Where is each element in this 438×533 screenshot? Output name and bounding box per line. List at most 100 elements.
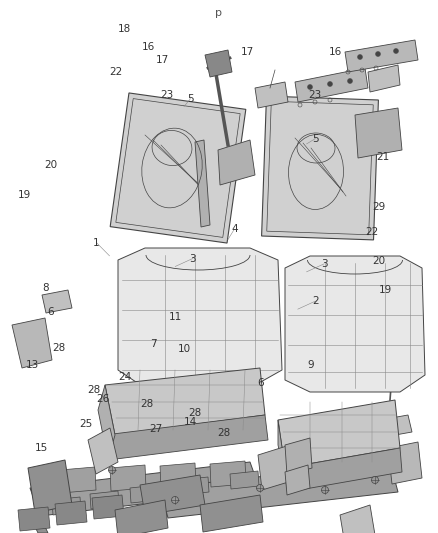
Polygon shape	[285, 256, 425, 392]
Polygon shape	[60, 467, 96, 493]
Text: 1: 1	[93, 238, 100, 247]
Polygon shape	[105, 368, 265, 435]
Text: 24: 24	[118, 373, 131, 382]
Text: 28: 28	[188, 408, 201, 418]
Text: 5: 5	[187, 94, 194, 103]
Text: 13: 13	[26, 360, 39, 370]
Text: 9: 9	[307, 360, 314, 370]
Polygon shape	[30, 516, 48, 533]
Text: 17: 17	[155, 55, 169, 64]
Ellipse shape	[172, 497, 179, 504]
Polygon shape	[290, 463, 319, 481]
Text: 27: 27	[149, 424, 162, 434]
Polygon shape	[160, 462, 398, 518]
Text: 17: 17	[241, 47, 254, 57]
Polygon shape	[255, 82, 288, 108]
Text: 11: 11	[169, 312, 182, 322]
Ellipse shape	[347, 78, 353, 84]
Polygon shape	[200, 495, 263, 532]
Ellipse shape	[257, 484, 264, 491]
Text: 3: 3	[321, 259, 328, 269]
Text: 3: 3	[189, 254, 196, 263]
Text: 6: 6	[47, 307, 54, 317]
Polygon shape	[110, 93, 246, 243]
Text: 2: 2	[312, 296, 319, 306]
Polygon shape	[285, 465, 310, 495]
Polygon shape	[295, 68, 368, 102]
Text: 19: 19	[18, 190, 31, 199]
Polygon shape	[230, 471, 259, 489]
Text: 14: 14	[184, 417, 197, 427]
Polygon shape	[18, 507, 50, 531]
Polygon shape	[30, 462, 260, 516]
Text: 5: 5	[312, 134, 319, 143]
Polygon shape	[345, 40, 418, 72]
Text: 15: 15	[35, 443, 48, 453]
Polygon shape	[180, 477, 209, 495]
Text: 16: 16	[328, 47, 342, 57]
Ellipse shape	[357, 54, 363, 60]
Text: 29: 29	[372, 202, 385, 212]
Polygon shape	[210, 461, 246, 487]
Text: 20: 20	[44, 160, 57, 170]
Polygon shape	[110, 465, 146, 491]
Polygon shape	[52, 497, 81, 515]
Text: 23: 23	[160, 90, 173, 100]
Polygon shape	[12, 318, 52, 368]
Text: 18: 18	[118, 25, 131, 34]
Text: 28: 28	[88, 385, 101, 395]
Polygon shape	[355, 108, 402, 158]
Ellipse shape	[307, 85, 312, 90]
Text: 22: 22	[366, 227, 379, 237]
Polygon shape	[42, 290, 72, 313]
Polygon shape	[28, 460, 72, 513]
Polygon shape	[140, 475, 205, 515]
Text: 28: 28	[140, 399, 153, 409]
Text: 4: 4	[231, 224, 238, 234]
Text: 19: 19	[379, 286, 392, 295]
Polygon shape	[368, 65, 400, 92]
Polygon shape	[55, 501, 87, 525]
Polygon shape	[402, 268, 415, 315]
Ellipse shape	[371, 477, 378, 483]
Text: 26: 26	[96, 394, 110, 403]
Ellipse shape	[328, 82, 332, 86]
Polygon shape	[388, 442, 422, 484]
Polygon shape	[115, 500, 168, 533]
Polygon shape	[261, 96, 378, 240]
Text: 20: 20	[372, 256, 385, 266]
Polygon shape	[278, 400, 400, 468]
Text: 28: 28	[53, 343, 66, 352]
Text: 28: 28	[218, 428, 231, 438]
Polygon shape	[218, 140, 255, 185]
Text: 16: 16	[142, 42, 155, 52]
Polygon shape	[118, 248, 282, 388]
Polygon shape	[285, 448, 402, 492]
Polygon shape	[88, 428, 118, 474]
Ellipse shape	[321, 487, 328, 494]
Text: 22: 22	[110, 67, 123, 77]
Text: 21: 21	[377, 152, 390, 162]
Polygon shape	[160, 463, 196, 489]
Text: 23: 23	[309, 90, 322, 100]
Ellipse shape	[375, 52, 381, 56]
Ellipse shape	[109, 466, 116, 473]
Text: 10: 10	[177, 344, 191, 354]
Polygon shape	[350, 457, 379, 475]
Text: 8: 8	[42, 283, 49, 293]
Polygon shape	[90, 491, 119, 509]
Polygon shape	[98, 385, 115, 460]
Polygon shape	[92, 495, 124, 519]
Ellipse shape	[393, 49, 399, 53]
Polygon shape	[130, 485, 159, 503]
Polygon shape	[278, 420, 288, 492]
Text: p: p	[215, 8, 223, 18]
Polygon shape	[398, 295, 406, 345]
Polygon shape	[105, 415, 268, 460]
Polygon shape	[340, 505, 375, 533]
Text: 6: 6	[257, 378, 264, 387]
Polygon shape	[285, 438, 312, 475]
Polygon shape	[195, 140, 210, 227]
Polygon shape	[205, 50, 232, 77]
Text: 25: 25	[79, 419, 92, 429]
